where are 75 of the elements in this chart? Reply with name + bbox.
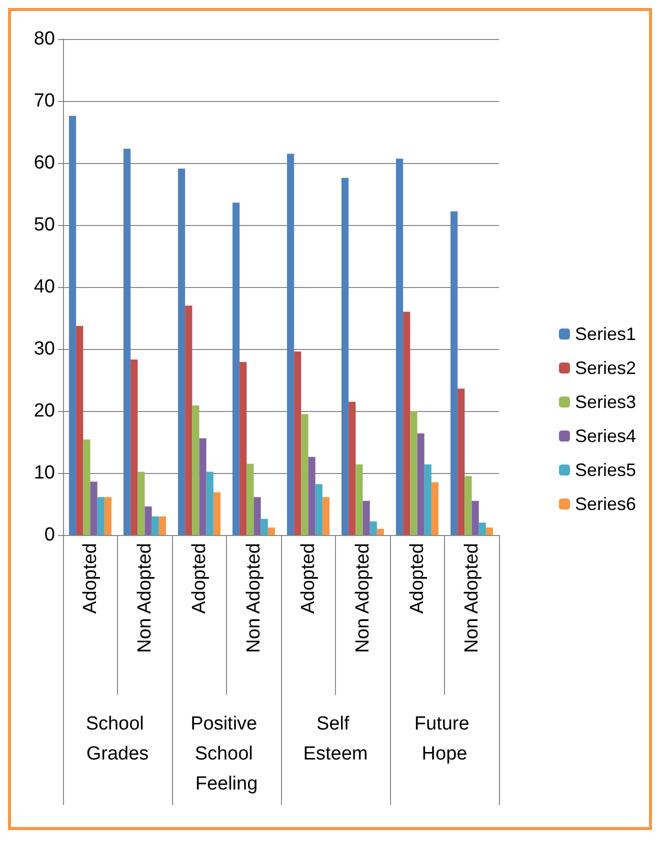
x-tick-label: Non Adopted — [134, 543, 156, 653]
legend-label: Series4 — [574, 426, 636, 446]
bar — [403, 312, 410, 535]
bar — [246, 464, 254, 535]
bar — [185, 306, 192, 535]
bar — [431, 482, 439, 535]
bar — [322, 497, 330, 535]
bar — [294, 351, 302, 535]
y-tick-label: 0 — [44, 524, 55, 546]
bar — [472, 500, 479, 535]
bar — [76, 326, 84, 535]
bar — [308, 456, 316, 535]
bar — [83, 440, 90, 535]
bar — [362, 500, 370, 535]
y-tick-label: 30 — [34, 338, 55, 360]
bar — [424, 464, 432, 535]
bar — [396, 158, 404, 535]
bar — [254, 497, 261, 535]
bar — [286, 154, 294, 535]
bar — [104, 497, 112, 535]
bar — [356, 464, 363, 535]
x-tick-label: Non Adopted — [243, 543, 264, 653]
bar — [464, 476, 472, 535]
y-tick-label: 80 — [34, 28, 55, 50]
bar — [450, 211, 458, 535]
bar — [232, 202, 240, 535]
bar — [370, 521, 377, 535]
x-tick-label: Adopted — [80, 543, 101, 614]
bar — [486, 528, 494, 535]
y-tick-label: 70 — [34, 90, 55, 112]
bar — [268, 528, 276, 535]
legend-label: Series5 — [574, 460, 636, 480]
y-tick-label: 50 — [34, 214, 55, 236]
bar — [206, 472, 214, 535]
legend-label: Series2 — [574, 358, 636, 378]
bar — [240, 362, 247, 535]
bar — [341, 178, 349, 535]
bar — [123, 148, 131, 535]
text: Positive School Feeling — [190, 714, 262, 794]
legend-label: Series1 — [574, 324, 636, 344]
bar — [90, 482, 98, 535]
y-tick-label: 20 — [34, 400, 55, 422]
bar — [410, 411, 418, 535]
x-tick-label: Non Adopted — [352, 543, 374, 653]
x-tick-label: Adopted — [188, 543, 210, 614]
bar — [458, 388, 465, 535]
y-tick-label: 60 — [34, 152, 55, 174]
bar — [68, 116, 76, 535]
bar — [417, 433, 424, 535]
bar — [192, 405, 200, 535]
bar — [301, 414, 308, 535]
bar — [260, 518, 268, 535]
y-tick-label: 40 — [34, 276, 55, 298]
bar — [130, 360, 138, 535]
x-tick-label: Non Adopted — [461, 543, 482, 653]
legend-label: Series6 — [574, 494, 636, 514]
bar — [199, 438, 206, 535]
x-tick-label: Adopted — [406, 543, 428, 614]
y-tick-label: 10 — [34, 462, 55, 484]
bar — [178, 168, 186, 535]
bar — [158, 516, 166, 535]
bar — [376, 528, 384, 535]
bar — [348, 402, 356, 535]
bar — [315, 484, 322, 535]
text: Future Hope — [414, 714, 475, 764]
bar — [213, 492, 221, 535]
bar — [478, 522, 486, 535]
text: School Grades — [86, 714, 150, 764]
bar — [97, 497, 104, 535]
bar — [152, 516, 159, 535]
text: Self Esteem — [303, 714, 368, 764]
x-tick-label: Adopted — [298, 543, 319, 614]
bar — [144, 506, 152, 535]
legend-label: Series3 — [574, 392, 636, 412]
bar — [138, 472, 145, 535]
